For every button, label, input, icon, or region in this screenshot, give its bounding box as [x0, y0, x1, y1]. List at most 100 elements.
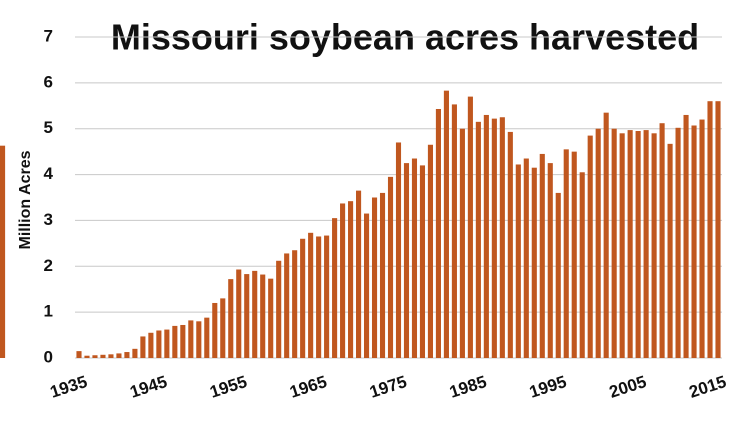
- bar: [659, 123, 665, 358]
- bar: [635, 131, 641, 358]
- bar: [100, 354, 106, 358]
- x-tick-label: 2005: [607, 372, 649, 402]
- y-tick-label: 3: [44, 210, 53, 229]
- bar: [276, 260, 282, 358]
- bar: [356, 190, 362, 358]
- bar: [475, 121, 481, 358]
- bar: [491, 118, 497, 358]
- x-tick-label: 1945: [128, 372, 170, 402]
- x-tick-label: 1995: [527, 372, 569, 402]
- bar: [164, 329, 170, 358]
- bar: [108, 354, 114, 358]
- bar: [228, 279, 234, 358]
- x-tick-label: 1955: [208, 372, 250, 402]
- bar: [212, 302, 218, 358]
- bar: [348, 201, 354, 358]
- bar: [579, 172, 585, 358]
- bar: [268, 278, 274, 358]
- bar: [196, 321, 202, 358]
- y-tick-label: 2: [44, 256, 53, 275]
- x-tick-label: 1985: [447, 372, 489, 402]
- bar: [651, 133, 657, 358]
- bar: [691, 125, 697, 358]
- bar: [204, 317, 210, 358]
- x-tick-label: 1935: [48, 372, 90, 402]
- bar: [0, 145, 6, 358]
- bar: [371, 197, 378, 358]
- bar: [292, 250, 298, 358]
- y-tick-label: 4: [44, 164, 54, 183]
- bar: [467, 96, 473, 358]
- bar: [76, 351, 82, 358]
- y-tick-label: 1: [44, 302, 53, 321]
- bar: [419, 165, 426, 358]
- bar: [435, 108, 441, 358]
- bar: [156, 330, 162, 358]
- bar: [459, 128, 465, 358]
- bar: [515, 164, 521, 358]
- bar: [627, 130, 633, 358]
- bar: [715, 101, 721, 358]
- bar: [244, 274, 250, 358]
- bar: [124, 352, 130, 358]
- bar: [140, 336, 146, 358]
- bar: [92, 355, 98, 358]
- bar: [603, 112, 609, 359]
- bar: [116, 353, 122, 358]
- bar: [284, 253, 290, 358]
- x-tick-label: 2015: [687, 372, 729, 402]
- bar: [619, 133, 625, 358]
- bar: [683, 114, 689, 358]
- bar: [451, 104, 457, 358]
- bar: [667, 143, 673, 358]
- bar: [84, 355, 90, 358]
- bar: [531, 167, 537, 358]
- bar: [220, 298, 226, 358]
- bar: [699, 119, 705, 359]
- bar: [395, 142, 402, 358]
- y-axis-label: Million Acres: [17, 150, 34, 249]
- y-tick-label: 5: [44, 118, 53, 137]
- bar: [523, 158, 529, 358]
- bar: [316, 236, 322, 358]
- bar: [595, 128, 601, 358]
- bar: [403, 163, 410, 358]
- bar: [252, 270, 258, 358]
- x-tick-label: 1965: [287, 372, 329, 402]
- bar: [180, 324, 186, 358]
- bar: [539, 153, 545, 358]
- bar: [132, 348, 138, 358]
- bar: [643, 130, 649, 358]
- bar: [308, 232, 314, 358]
- y-tick-label: 6: [44, 72, 53, 91]
- bar: [340, 203, 346, 358]
- y-tick-label: 0: [44, 347, 53, 366]
- bar: [363, 213, 370, 358]
- bar: [547, 163, 553, 358]
- bar: [427, 144, 434, 358]
- bar: [260, 274, 266, 358]
- bar: [563, 149, 569, 358]
- bar: [675, 127, 681, 358]
- bar: [379, 192, 386, 358]
- bar: [300, 238, 306, 358]
- bar: [507, 131, 513, 358]
- bar: [707, 101, 713, 358]
- y-tick-label: 7: [44, 26, 53, 45]
- bar: [571, 151, 577, 358]
- x-tick-label: 1975: [367, 372, 409, 402]
- bar: [387, 176, 394, 358]
- bar: [148, 332, 154, 358]
- bar: [587, 135, 593, 358]
- bar: [611, 128, 617, 358]
- bar: [555, 192, 561, 358]
- bar: [499, 117, 505, 358]
- bar: [332, 218, 338, 358]
- bar: [483, 114, 489, 358]
- bar: [236, 269, 242, 358]
- bar: [172, 325, 178, 358]
- bar: [443, 90, 449, 358]
- bar: [188, 320, 194, 358]
- bar: [411, 158, 418, 358]
